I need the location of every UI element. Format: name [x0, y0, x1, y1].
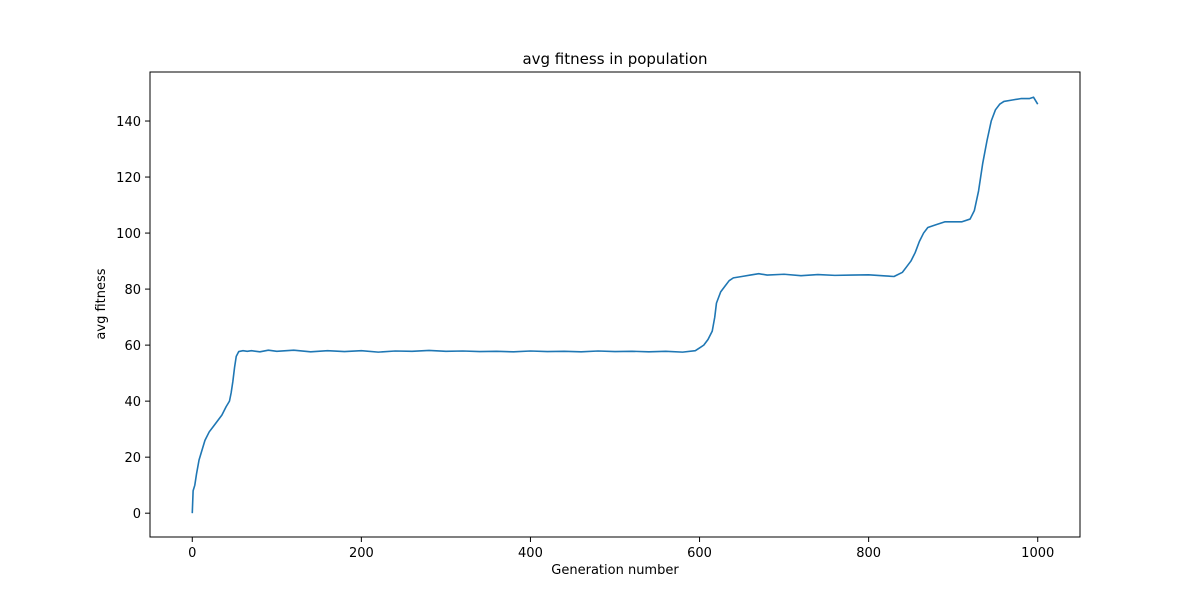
x-tick-label: 600 — [687, 546, 712, 561]
y-tick-label: 80 — [124, 283, 141, 298]
y-tick-label: 60 — [124, 339, 141, 354]
plot-frame — [149, 71, 1081, 538]
y-tick-label: 40 — [124, 395, 141, 410]
y-tick-label: 140 — [116, 115, 141, 130]
chart-title: avg fitness in population — [522, 50, 707, 68]
y-tick-label: 20 — [124, 451, 141, 466]
x-axis: 0 200 400 600 800 1000 — [188, 537, 1054, 561]
y-axis: 0 20 40 60 80 100 120 140 — [116, 115, 150, 522]
x-tick-label: 400 — [518, 546, 543, 561]
series-layer — [191, 96, 1039, 514]
x-tick-label: 0 — [188, 546, 196, 561]
x-tick-label: 1000 — [1021, 546, 1054, 561]
y-tick-label: 100 — [116, 227, 141, 242]
x-axis-title: Generation number — [551, 563, 679, 578]
x-tick-label: 800 — [856, 546, 881, 561]
y-tick-label: 120 — [116, 171, 141, 186]
y-tick-label: 0 — [133, 507, 141, 522]
series-line — [191, 96, 1039, 514]
y-axis-title: avg fitness — [94, 268, 109, 339]
x-tick-label: 200 — [349, 546, 374, 561]
